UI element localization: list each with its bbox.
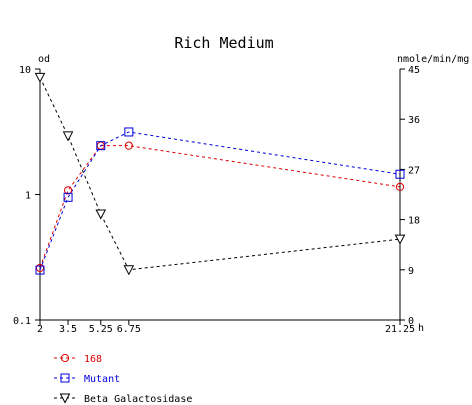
data-point-square [395,169,405,179]
left-tick-label: 10 [19,65,31,76]
data-point-triangle-down [123,265,135,276]
data-point-square [63,192,73,202]
chart-title: Rich Medium [174,34,273,52]
x-tick-label: 5.25 [89,324,113,335]
x-tick-label: 6.75 [117,324,141,335]
data-point-circle [63,186,73,195]
left-tick-label: 0.1 [13,316,31,327]
data-point-square [35,265,45,275]
series-line-1 [39,131,401,271]
right-tick-label: 0 [408,316,414,327]
right-tick-label: 18 [408,216,420,227]
right-tick-label: 36 [408,115,420,126]
data-point-triangle-down [62,131,74,142]
data-point-circle [395,182,405,191]
data-point-square [96,141,106,151]
legend-label: 168 [84,354,102,365]
right-tick-label: 27 [408,165,420,176]
x-tick-label: 2 [37,324,43,335]
legend-label: Beta Galactosidase [84,394,192,405]
left-tick-label: 1 [25,191,31,202]
data-point-triangle-down [95,209,107,220]
x-tick-label: 3.5 [59,324,77,335]
x-tick-label: 21.25 [385,324,415,335]
legend-marker [60,353,70,363]
series-line-2 [39,77,401,271]
right-tick-label: 45 [408,65,420,76]
data-point-triangle-down [34,72,46,83]
series-line-0 [39,145,401,269]
right-axis-label: nmole/min/mg [397,54,469,65]
data-point-triangle-down [394,234,406,245]
right-tick-label: 9 [408,266,414,277]
x-axis-unit: h [418,323,424,334]
legend-label: Mutant [84,374,120,385]
data-point-circle [124,141,133,150]
left-axis-label: od [38,54,50,65]
legend-marker [59,393,71,404]
legend-marker [60,373,70,383]
data-point-square [124,127,134,137]
